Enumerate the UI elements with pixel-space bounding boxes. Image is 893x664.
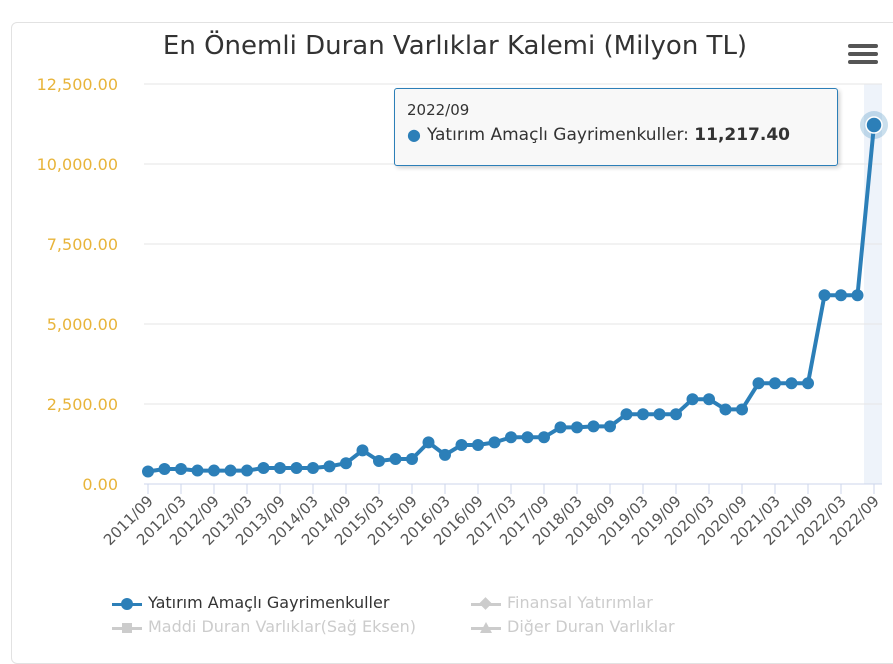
data-point [208,464,220,477]
legend-item-yatirim-amacli-gayrimenkuller[interactable]: Yatırım Amaçlı Gayrimenkuller [112,593,389,612]
legend-label: Yatırım Amaçlı Gayrimenkuller [148,593,390,612]
data-point [736,403,748,416]
y-axis-labels: 0.00 2,500.00 5,000.00 7,500.00 10,000.00 12,… [37,75,118,494]
data-point [653,408,666,421]
data-point [307,462,319,474]
x-axis: 2011/092012/032012/092013/032013/092014/… [100,483,883,549]
data-point [538,431,550,444]
series-line [147,124,876,474]
data-point [356,444,369,457]
legend-item-diger-duran-varliklar[interactable]: Diğer Duran Varlıklar [471,617,675,636]
data-point [439,448,451,461]
hamburger-menu-icon[interactable] [848,44,878,70]
data-point [505,431,517,444]
data-point [719,403,732,416]
tooltip-value: 11,217.40 [694,125,790,145]
legend-label: Diğer Duran Varlıklar [507,617,675,636]
tooltip-date: 2022/09 [407,101,470,119]
data-point [241,464,253,477]
legend-line-triangle-icon [471,621,501,635]
tooltip-series-dot-icon: ● [407,125,421,144]
data-point [851,289,864,302]
y-tick-label: 12,500.00 [37,75,118,94]
data-point [191,464,204,477]
data-point [752,377,765,390]
data-point [472,438,484,451]
data-point [274,462,286,474]
legend-line-square-icon [112,621,142,635]
tooltip-series-line: ● Yatırım Amaçlı Gayrimenkuller: 11,217.4… [407,125,790,145]
data-point [587,420,600,433]
y-tick-label: 10,000.00 [37,155,118,174]
data-point [785,377,798,390]
data-point [802,377,814,390]
line-chart: En Önemli Duran Varlıklar Kalemi (Milyon… [37,29,888,549]
series-yatirim-amacli-gayrimenkuller[interactable] [142,111,888,478]
y-tick-label: 5,000.00 [47,315,118,334]
data-point [521,431,534,444]
data-point [224,464,237,477]
data-point [142,465,154,478]
data-point [323,460,336,473]
data-point [175,462,187,475]
chart-title: En Önemli Duran Varlıklar Kalemi (Milyon… [163,29,747,61]
data-point [373,454,385,467]
data-point [389,453,402,466]
legend-item-finansal-yatirimlar[interactable]: Finansal Yatırımlar [471,593,653,612]
data-point [818,289,831,302]
data-point [406,453,418,466]
legend-label: Maddi Duran Varlıklar(Sağ Eksen) [148,617,416,636]
data-point [865,116,883,134]
legend-label: Finansal Yatırımlar [507,593,653,612]
tooltip-series-label: Yatırım Amaçlı Gayrimenkuller: [426,125,689,145]
data-point [340,457,352,470]
legend-line-circle-icon [112,597,142,611]
legend-item-maddi-duran-varliklar[interactable]: Maddi Duran Varlıklar(Sağ Eksen) [112,617,416,636]
data-point [422,436,435,449]
legend-line-diamond-icon [471,596,501,611]
data-point [686,393,699,406]
data-point [604,420,616,433]
y-tick-label: 2,500.00 [47,395,118,414]
data-point [290,462,303,474]
y-tick-label: 7,500.00 [47,235,118,254]
data-point [835,289,847,302]
data-point [571,421,583,434]
data-point [257,462,270,474]
data-point [455,438,468,451]
data-point [620,408,633,421]
y-tick-label: 0.00 [82,475,118,494]
tooltip: 2022/09 ● Yatırım Amaçlı Gayrimenkuller: … [394,88,838,166]
data-point [769,377,781,390]
data-point [703,393,715,406]
data-point [158,462,171,475]
data-point [488,436,501,449]
data-point [554,421,567,434]
data-point [637,408,649,421]
data-point [670,408,682,421]
